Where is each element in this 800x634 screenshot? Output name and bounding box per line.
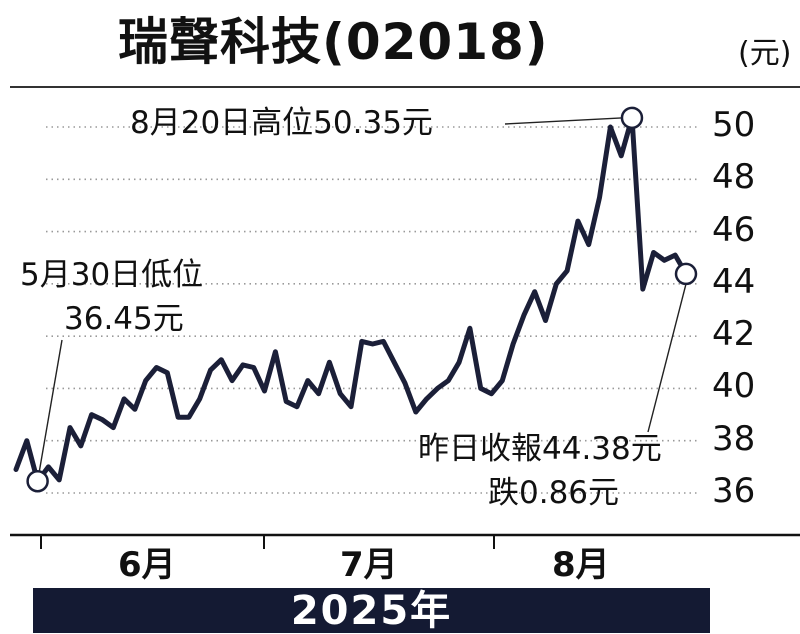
x-tick-label: 7月 (340, 545, 398, 585)
y-tick-label: 36 (712, 471, 756, 511)
y-tick-label: 46 (712, 209, 756, 250)
x-tick-label: 6月 (118, 545, 176, 585)
close-annotation-price: 昨日收報44.38元 (418, 431, 662, 467)
close-annotation-change: 跌0.86元 (488, 475, 620, 511)
y-tick-label: 50 (712, 105, 756, 145)
y-tick-label: 40 (712, 366, 756, 407)
low-annotation-price: 36.45元 (64, 301, 184, 337)
y-tick-label: 44 (712, 261, 756, 302)
low-leader-line (36, 339, 63, 482)
year-label: 2025年 (33, 588, 710, 634)
high-annotation: 8月20日高位50.35元 (130, 105, 433, 141)
close-leader-line (647, 283, 687, 433)
low-point-marker (26, 469, 49, 493)
y-tick-label: 38 (712, 418, 756, 459)
high-point-marker (620, 106, 644, 130)
y-tick-label: 42 (712, 314, 756, 355)
price-line (13, 115, 689, 484)
x-tick-label: 8月 (552, 545, 610, 585)
close-point-marker (674, 262, 698, 286)
y-tick-label: 48 (712, 157, 756, 198)
high-leader-line (504, 117, 625, 125)
chart-title: 瑞聲科技(02018) (118, 13, 549, 71)
low-annotation-date: 5月30日低位 (20, 257, 204, 293)
y-axis-unit: (元) (738, 36, 792, 71)
